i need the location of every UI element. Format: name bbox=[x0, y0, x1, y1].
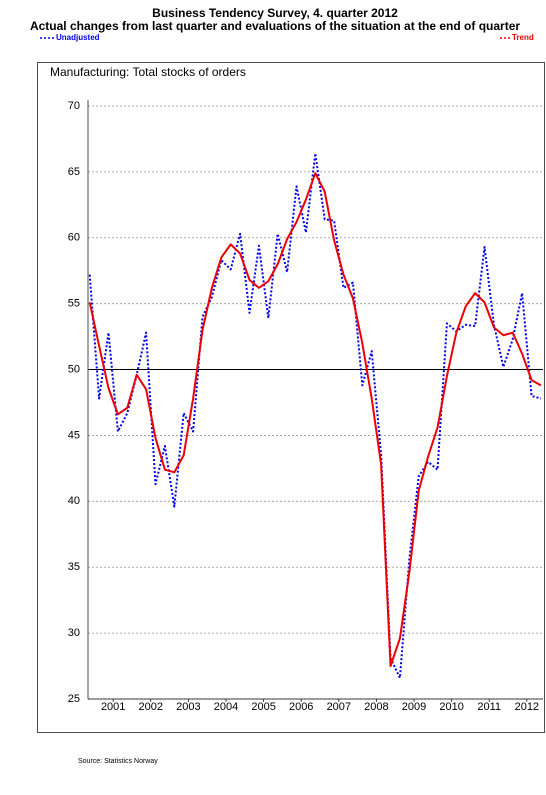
y-tick-label: 30 bbox=[68, 627, 80, 639]
x-tick-label: 2011 bbox=[477, 701, 501, 713]
series-line bbox=[88, 152, 542, 679]
y-tick-label: 40 bbox=[68, 495, 80, 507]
y-tick-label: 35 bbox=[68, 561, 80, 573]
x-tick-label: 2004 bbox=[214, 701, 238, 713]
y-tick-label: 55 bbox=[68, 298, 80, 310]
y-tick-label: 65 bbox=[68, 166, 80, 178]
panel-frame bbox=[37, 62, 545, 733]
y-tick-label: 45 bbox=[68, 429, 80, 441]
x-tick-label: 2003 bbox=[176, 701, 200, 713]
panel-title: Manufacturing: Total stocks of orders bbox=[50, 65, 246, 79]
y-tick-label: 70 bbox=[68, 100, 80, 112]
x-tick-label: 2001 bbox=[101, 701, 125, 713]
chart-title: Business Tendency Survey, 4. quarter 201… bbox=[152, 6, 398, 20]
chart-subtitle: Actual changes from last quarter and eva… bbox=[30, 19, 520, 33]
x-tick-label: 2012 bbox=[515, 701, 539, 713]
series-line bbox=[88, 172, 542, 668]
legend-label: Unadjusted bbox=[56, 33, 100, 42]
source-note: Source: Statistics Norway bbox=[78, 758, 158, 765]
x-tick-label: 2005 bbox=[251, 701, 275, 713]
legend-label: Trend bbox=[512, 33, 534, 42]
x-tick-label: 2009 bbox=[402, 701, 426, 713]
x-tick-label: 2007 bbox=[327, 701, 351, 713]
y-tick-label: 25 bbox=[68, 693, 80, 705]
y-tick-label: 50 bbox=[68, 363, 80, 375]
y-tick-label: 60 bbox=[68, 232, 80, 244]
x-tick-label: 2002 bbox=[139, 701, 163, 713]
x-tick-label: 2010 bbox=[439, 701, 463, 713]
x-tick-label: 2006 bbox=[289, 701, 313, 713]
x-tick-label: 2008 bbox=[364, 701, 388, 713]
